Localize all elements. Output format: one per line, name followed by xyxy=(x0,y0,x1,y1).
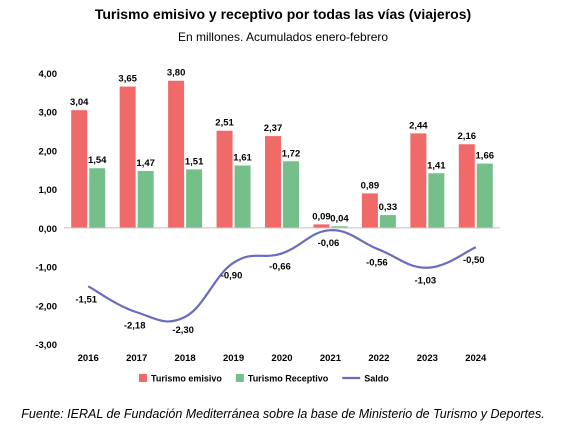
bar-emisivo xyxy=(361,193,378,228)
legend-label: Saldo xyxy=(364,374,389,384)
data-label-emisivo: 0,89 xyxy=(361,180,380,191)
data-label-saldo: -0,06 xyxy=(318,238,340,249)
legend-label: Turismo Receptivo xyxy=(248,374,329,384)
data-label-receptivo: 1,47 xyxy=(136,158,155,169)
data-label-saldo: -1,03 xyxy=(415,276,437,287)
data-label-emisivo: 3,65 xyxy=(118,74,137,85)
data-label-emisivo: 3,04 xyxy=(70,97,89,108)
x-tick-label: 2024 xyxy=(465,353,487,364)
x-tick-label: 2021 xyxy=(320,353,342,364)
data-label-saldo: -0,50 xyxy=(463,255,485,266)
bar-emisivo xyxy=(168,80,185,228)
data-label-emisivo: 0,09 xyxy=(312,211,331,222)
data-label-emisivo: 2,51 xyxy=(215,118,234,129)
legend-label: Turismo emisivo xyxy=(151,374,222,384)
bar-receptivo xyxy=(137,170,154,228)
chart-canvas: 4,00 3,00 2,00 1,00 0,00 -1,00 -2,00 -3,00 3,04 3… xyxy=(35,68,500,384)
bar-receptivo xyxy=(331,226,348,228)
bar-receptivo xyxy=(186,169,203,228)
bar-emisivo xyxy=(265,136,281,228)
legend-swatch xyxy=(139,374,147,382)
bar-emisivo xyxy=(216,130,233,228)
y-tick-label: 2,00 xyxy=(39,146,58,157)
source-note: Fuente: IERAL de Fundación Mediterránea … xyxy=(21,407,545,421)
bar-emisivo xyxy=(119,86,136,228)
data-label-receptivo: 1,41 xyxy=(427,160,446,171)
bar-receptivo xyxy=(476,163,493,228)
y-tick-label: 0,00 xyxy=(39,224,58,235)
bar-receptivo xyxy=(428,173,445,228)
legend-swatch xyxy=(235,374,244,382)
bar-receptivo xyxy=(379,215,396,228)
y-tick-label: -3,00 xyxy=(35,340,57,351)
data-label-receptivo: 1,72 xyxy=(282,148,301,159)
x-tick-label: 2019 xyxy=(223,353,244,364)
bar-emisivo xyxy=(313,224,330,228)
bar-receptivo xyxy=(234,165,251,228)
y-tick-label: -1,00 xyxy=(35,263,57,274)
saldo-line xyxy=(87,229,477,323)
data-label-saldo: -0,56 xyxy=(366,258,388,269)
data-label-emisivo: 2,44 xyxy=(409,120,428,131)
data-label-saldo: -2,30 xyxy=(172,325,194,336)
data-label-receptivo: 1,66 xyxy=(476,151,495,162)
y-tick-label: 3,00 xyxy=(39,108,58,119)
data-label-emisivo: 3,80 xyxy=(167,68,186,79)
x-tick-label: 2022 xyxy=(368,353,389,364)
data-label-receptivo: 1,51 xyxy=(185,156,204,167)
bar-receptivo xyxy=(283,161,299,228)
x-tick-label: 2016 xyxy=(78,353,99,364)
bar-emisivo xyxy=(410,133,427,228)
chart-title: Turismo emisivo y receptivo por todas la… xyxy=(94,6,472,22)
y-tick-label: 4,00 xyxy=(39,69,58,80)
bar-receptivo xyxy=(89,168,106,228)
y-tick-label: 1,00 xyxy=(39,185,58,196)
x-tick-label: 2017 xyxy=(126,353,147,364)
data-label-receptivo: 1,61 xyxy=(233,153,252,164)
data-label-receptivo: 1,54 xyxy=(88,155,107,166)
data-label-saldo: -1,51 xyxy=(75,294,97,305)
data-label-emisivo: 2,37 xyxy=(264,123,283,134)
data-label-saldo: -0,90 xyxy=(221,271,243,282)
chart-subtitle: En millones. Acumulados enero-febrero xyxy=(177,30,389,44)
x-tick-label: 2023 xyxy=(417,353,438,364)
data-label-receptivo: 0,33 xyxy=(379,202,398,213)
bar-emisivo xyxy=(71,110,88,228)
bar-emisivo xyxy=(458,144,475,228)
data-label-saldo: -0,66 xyxy=(269,261,291,272)
x-tick-label: 2020 xyxy=(271,353,292,364)
y-tick-label: -2,00 xyxy=(35,301,57,312)
x-tick-label: 2018 xyxy=(175,353,196,364)
data-label-receptivo: 0,04 xyxy=(330,213,349,224)
data-label-emisivo: 2,16 xyxy=(458,131,477,142)
data-label-saldo: -2,18 xyxy=(124,320,146,331)
